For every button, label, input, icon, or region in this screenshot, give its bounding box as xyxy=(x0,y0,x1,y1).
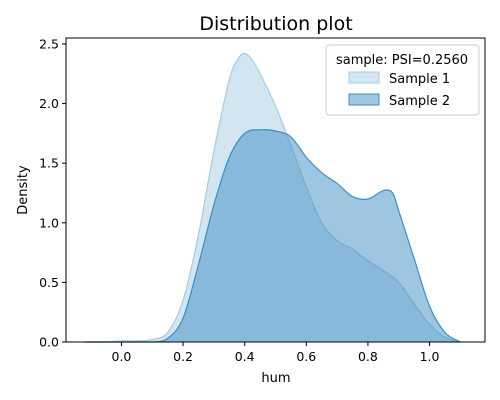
x-axis-label: hum xyxy=(261,371,290,386)
chart-title: Distribution plot xyxy=(199,13,352,35)
x-tick-label: 0.2 xyxy=(173,349,193,364)
x-tick-label: 0.6 xyxy=(296,349,316,364)
x-tick-label: 0.8 xyxy=(358,349,378,364)
y-tick-label: 2.0 xyxy=(39,96,59,111)
legend-label-sample-1: Sample 1 xyxy=(389,72,450,87)
y-axis-label: Density xyxy=(16,165,31,215)
y-tick-label: 1.0 xyxy=(39,215,59,230)
y-axis-ticks: 0.0 0.5 1.0 1.5 2.0 2.5 xyxy=(39,36,66,350)
x-tick-label: 0.4 xyxy=(235,349,255,364)
y-tick-label: 1.5 xyxy=(39,156,59,171)
legend-swatch-sample-1 xyxy=(348,71,380,84)
plot-frame xyxy=(65,37,486,343)
legend-label-sample-2: Sample 2 xyxy=(389,94,450,109)
y-tick-label: 0.5 xyxy=(39,275,59,290)
legend-swatch-sample-2 xyxy=(348,93,380,106)
y-tick-label: 0.0 xyxy=(39,335,59,350)
x-tick-label: 0.0 xyxy=(112,349,132,364)
density-area-sample-2 xyxy=(84,129,461,342)
x-tick-label: 1.0 xyxy=(420,349,440,364)
density-line-sample-2 xyxy=(84,129,461,343)
plot-area xyxy=(65,37,486,343)
y-tick-label: 2.5 xyxy=(39,36,59,51)
x-axis-ticks: 0.0 0.2 0.4 0.6 0.8 1.0 xyxy=(112,342,440,364)
legend: sample: PSI=0.2560 Sample 1 Sample 2 xyxy=(325,44,480,116)
legend-title: sample: PSI=0.2560 xyxy=(336,53,468,68)
density-curves xyxy=(84,52,461,343)
